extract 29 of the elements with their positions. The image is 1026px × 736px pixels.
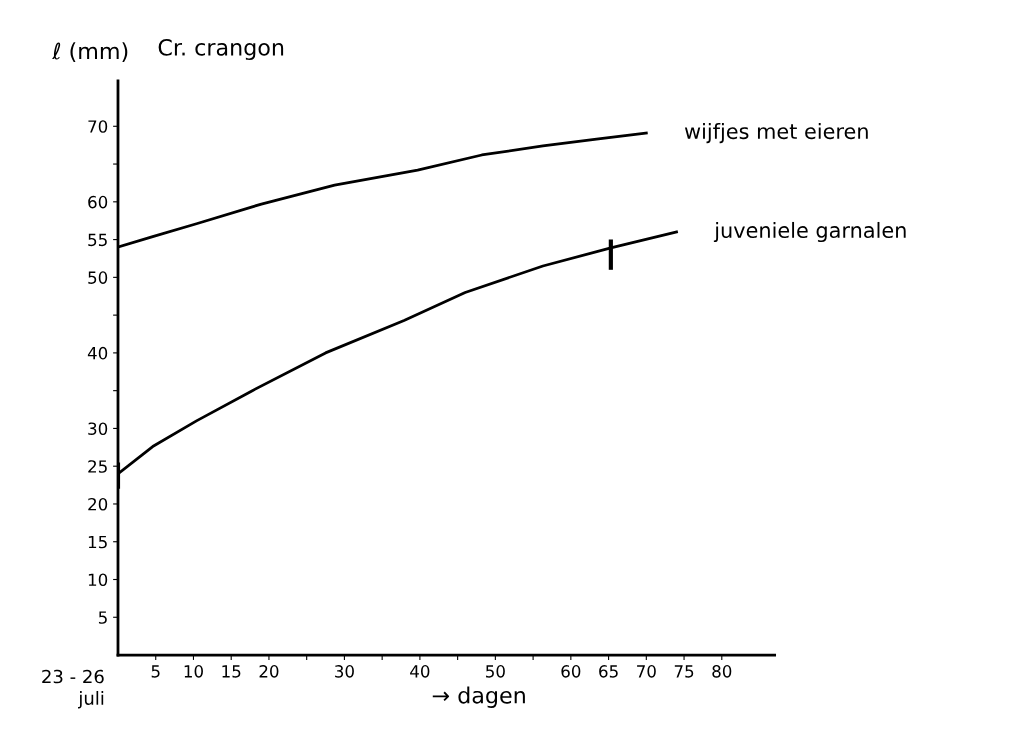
y-tick-label: 55 bbox=[88, 233, 107, 247]
x-tick-label: 50 bbox=[486, 665, 505, 678]
chart-title: Cr. crangon bbox=[158, 38, 284, 61]
y-tick-label: 60 bbox=[88, 195, 108, 209]
y-tick-label: 20 bbox=[88, 497, 108, 511]
x-tick-label: 10 bbox=[184, 665, 203, 678]
x-axis-title: → dagen bbox=[432, 686, 525, 708]
y-tick-label: 70 bbox=[88, 120, 108, 133]
y-tick-label: 5 bbox=[98, 611, 107, 624]
y-tick-label: 50 bbox=[88, 271, 108, 284]
y-tick-label: 10 bbox=[88, 573, 108, 587]
text: 23 - 26 juli bbox=[42, 669, 104, 709]
y-tick-label: 30 bbox=[88, 422, 108, 435]
x-tick-label: 65 bbox=[599, 665, 618, 678]
x-tick-label: 75 bbox=[674, 665, 694, 678]
y-axis-title: ℓ (mm) bbox=[52, 42, 128, 63]
x-tick-label: 40 bbox=[410, 665, 430, 678]
y-tick-label: 40 bbox=[87, 346, 108, 360]
x-tick-label: 30 bbox=[335, 665, 354, 678]
x-tick-label: 20 bbox=[259, 665, 279, 678]
x-tick-label: 80 bbox=[712, 665, 732, 678]
x-tick-label: 60 bbox=[561, 665, 581, 678]
x-tick-label: 70 bbox=[637, 665, 656, 678]
x-tick-label: 15 bbox=[222, 665, 241, 678]
series-label: wijfjes met eieren bbox=[684, 123, 868, 144]
series-label: juveniele garnalen bbox=[713, 221, 906, 243]
y-tick-label: 15 bbox=[88, 535, 107, 549]
y-tick-label: 25 bbox=[88, 460, 107, 473]
x-tick-label: 5 bbox=[151, 665, 160, 678]
